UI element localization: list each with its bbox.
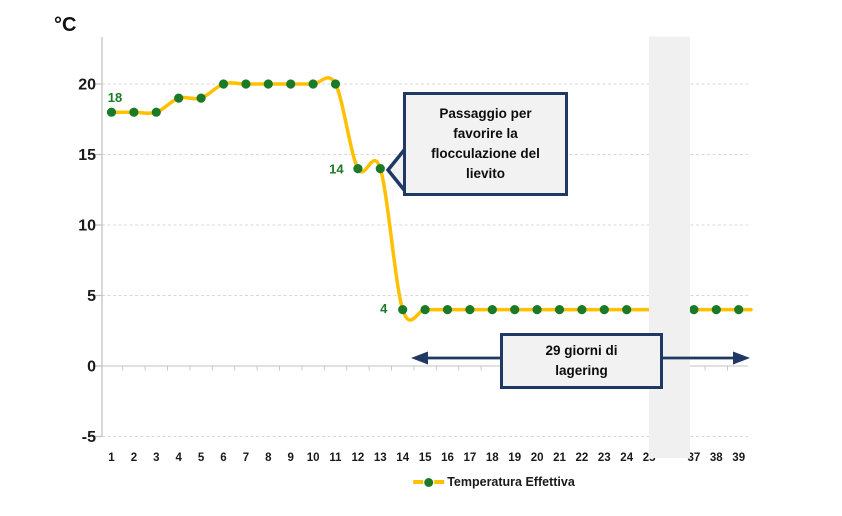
data-point-marker xyxy=(151,107,161,117)
x-tick-label: 18 xyxy=(486,452,499,464)
x-tick-label: 19 xyxy=(508,452,521,464)
x-tick-label: 23 xyxy=(598,452,611,464)
data-point-marker xyxy=(174,93,184,103)
data-point-marker xyxy=(241,79,251,89)
x-tick-label: 13 xyxy=(374,452,387,464)
x-tick-label: 12 xyxy=(352,452,365,464)
data-point-marker xyxy=(308,79,318,89)
x-tick-label: 17 xyxy=(464,452,477,464)
y-axis-labels: 20 15 10 5 0 -5 xyxy=(78,77,96,447)
y-tick-label: -5 xyxy=(82,429,96,446)
data-point-marker xyxy=(711,305,721,315)
data-point-marker xyxy=(487,305,497,315)
data-point-marker xyxy=(106,107,117,117)
data-point-marker xyxy=(129,107,139,117)
y-tick-label: 5 xyxy=(87,288,96,305)
point-labels: 18 14 4 xyxy=(108,90,388,316)
x-tick-label: 38 xyxy=(710,452,723,464)
data-point-marker xyxy=(465,305,475,315)
y-tick-label: 15 xyxy=(78,147,96,164)
arrow-head-left-icon xyxy=(411,351,428,365)
x-tick-label: 9 xyxy=(287,452,293,464)
data-point-marker xyxy=(420,305,430,315)
data-point-marker xyxy=(689,305,699,315)
data-point-marker xyxy=(510,305,520,315)
data-point-marker xyxy=(398,305,408,315)
x-tick-label: 10 xyxy=(307,452,320,464)
lagering-arrow xyxy=(411,351,750,365)
x-tick-label: 15 xyxy=(419,452,432,464)
data-point-marker xyxy=(599,305,609,315)
x-tick-label: 2 xyxy=(131,452,137,464)
x-tick-label: 37 xyxy=(688,452,701,464)
x-tick-label: 21 xyxy=(553,452,566,464)
data-point-marker xyxy=(263,79,273,89)
data-point-marker xyxy=(330,79,341,89)
x-tick-label: 8 xyxy=(265,452,272,464)
data-point-marker xyxy=(442,305,453,315)
point-value-label: 14 xyxy=(329,162,344,177)
data-point-marker xyxy=(353,164,363,174)
data-point-marker xyxy=(554,305,565,315)
x-tick-label: 4 xyxy=(175,452,182,464)
data-point-marker xyxy=(622,305,632,315)
data-point-marker xyxy=(577,305,587,315)
arrow-head-right-icon xyxy=(733,351,750,365)
callout-tail-icon xyxy=(385,144,407,196)
axis-break-band xyxy=(649,36,690,458)
x-tick-label: 6 xyxy=(220,452,226,464)
x-tick-label: 3 xyxy=(153,452,159,464)
data-point-marker xyxy=(734,305,744,315)
data-point-marker xyxy=(286,79,296,89)
point-value-label: 18 xyxy=(108,90,122,105)
x-tick-label: 16 xyxy=(441,452,454,464)
x-tick-label: 22 xyxy=(576,452,589,464)
x-tick-label: 14 xyxy=(396,452,409,464)
data-point-marker xyxy=(375,164,385,174)
y-tick-label: 20 xyxy=(78,77,96,94)
x-tick-label: 20 xyxy=(531,452,544,464)
x-tick-label: 7 xyxy=(243,452,249,464)
x-tick-label: 1 xyxy=(108,452,115,464)
data-point-marker xyxy=(196,93,206,103)
data-point-marker xyxy=(532,305,542,315)
point-value-label: 4 xyxy=(380,301,388,316)
x-tick-label: 11 xyxy=(329,452,342,464)
data-point-marker xyxy=(218,79,229,89)
x-tick-label: 39 xyxy=(732,452,745,464)
y-tick-label: 10 xyxy=(78,218,96,235)
y-tick-label: 0 xyxy=(87,359,96,376)
temperature-markers xyxy=(106,79,744,315)
x-tick-label: 24 xyxy=(620,452,633,464)
x-tick-label: 5 xyxy=(198,452,205,464)
x-axis-labels: 1234567891011121314151617181920212223242… xyxy=(108,452,745,464)
